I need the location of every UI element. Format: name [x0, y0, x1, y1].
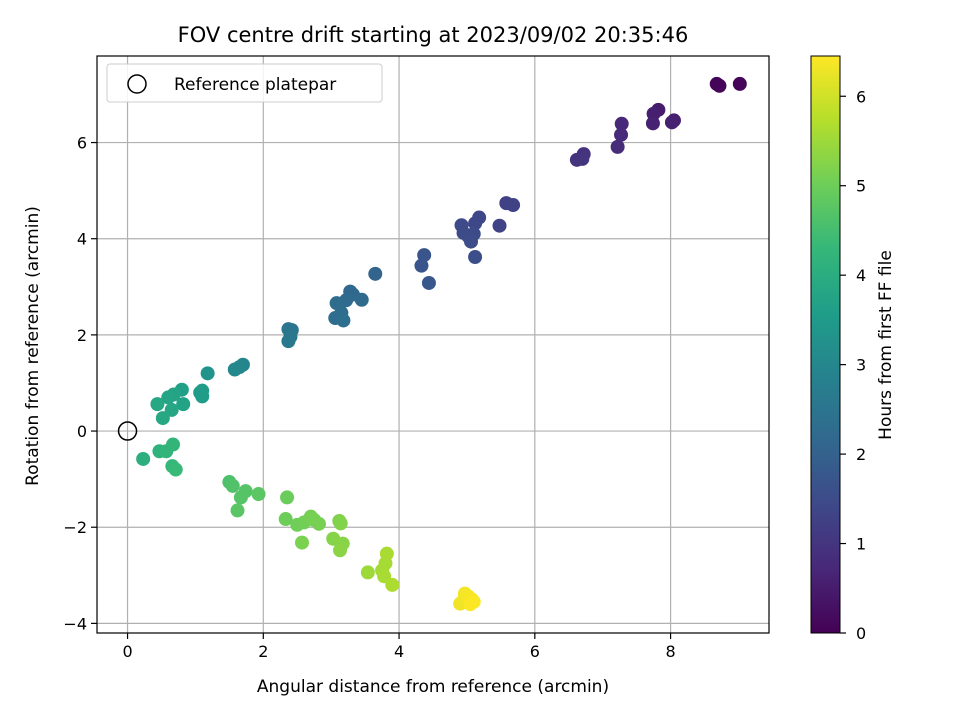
colorbar-label: Hours from first FF file — [876, 250, 896, 440]
data-point — [506, 198, 521, 213]
data-point — [464, 234, 479, 249]
colorbar-gradient — [810, 55, 841, 634]
data-point — [227, 362, 242, 377]
y-axis-ticks: −4 −2 0 2 4 6 — [63, 134, 97, 633]
colorbar-ticks: 0 1 2 3 4 5 6 — [840, 87, 866, 643]
data-point — [164, 402, 179, 417]
colorbar-tick-label: 4 — [856, 266, 866, 285]
legend-marker-icon — [127, 74, 147, 94]
legend-box — [106, 63, 383, 103]
x-tick-label: 6 — [530, 642, 540, 661]
data-point — [360, 565, 375, 580]
data-point — [368, 266, 383, 281]
data-point — [136, 451, 151, 466]
data-point — [614, 127, 629, 142]
grid — [97, 56, 769, 633]
data-point — [614, 116, 629, 131]
y-tick-label: −2 — [63, 518, 87, 537]
data-point — [168, 462, 183, 477]
data-point — [166, 437, 181, 452]
x-axis-label: Angular distance from reference (arcmin) — [257, 677, 609, 697]
data-point — [712, 78, 727, 93]
data-point — [336, 313, 351, 328]
data-point — [161, 390, 176, 405]
data-point — [645, 116, 660, 131]
colorbar-tick-label: 3 — [856, 356, 866, 375]
colorbar: 0 1 2 3 4 5 6 Hours from first FF file — [810, 55, 896, 643]
data-point — [468, 216, 483, 231]
axes-frame — [96, 55, 770, 634]
x-tick-label: 2 — [258, 642, 268, 661]
data-point — [311, 516, 326, 531]
data-point — [610, 139, 625, 154]
data-point — [385, 577, 400, 592]
data-point — [379, 546, 394, 561]
y-tick-label: 6 — [77, 134, 87, 153]
data-point — [225, 478, 240, 493]
data-point — [230, 503, 245, 518]
x-tick-label: 0 — [122, 642, 132, 661]
data-point — [278, 512, 293, 527]
data-point — [414, 258, 429, 273]
reference-point-marker — [117, 421, 138, 441]
colorbar-tick-label: 6 — [856, 87, 866, 106]
data-point — [176, 397, 191, 412]
data-point — [294, 535, 309, 550]
x-tick-label: 8 — [665, 642, 675, 661]
y-tick-label: 2 — [77, 326, 87, 345]
data-point — [492, 218, 507, 233]
data-point — [333, 543, 348, 558]
data-point — [200, 366, 215, 381]
legend-label: Reference platepar — [174, 75, 336, 95]
legend: Reference platepar — [106, 63, 383, 103]
data-points — [136, 76, 747, 612]
colorbar-tick-label: 5 — [856, 177, 866, 196]
colorbar-tick-label: 2 — [856, 445, 866, 464]
y-axis-label: Rotation from reference (arcmin) — [23, 206, 43, 486]
chart-title: FOV centre drift starting at 2023/09/02 … — [178, 23, 689, 47]
colorbar-tick-label: 0 — [856, 624, 866, 643]
data-point — [280, 490, 295, 505]
data-point — [354, 292, 369, 307]
data-point — [281, 334, 296, 349]
data-point — [155, 411, 170, 426]
data-point — [150, 397, 165, 412]
data-point — [195, 389, 210, 404]
x-tick-label: 4 — [394, 642, 404, 661]
y-tick-label: −4 — [63, 614, 87, 633]
data-point — [251, 487, 266, 502]
data-point — [421, 275, 436, 290]
data-point — [463, 597, 478, 612]
data-point — [233, 490, 248, 505]
colorbar-tick-label: 1 — [856, 535, 866, 554]
data-point — [575, 151, 590, 166]
x-axis-ticks: 0 2 4 6 8 — [122, 633, 676, 661]
data-point — [333, 516, 348, 531]
data-point — [664, 115, 679, 130]
y-tick-label: 0 — [77, 422, 87, 441]
data-point — [468, 249, 483, 264]
y-tick-label: 4 — [77, 230, 87, 249]
data-point — [417, 248, 432, 263]
data-point — [732, 76, 747, 91]
